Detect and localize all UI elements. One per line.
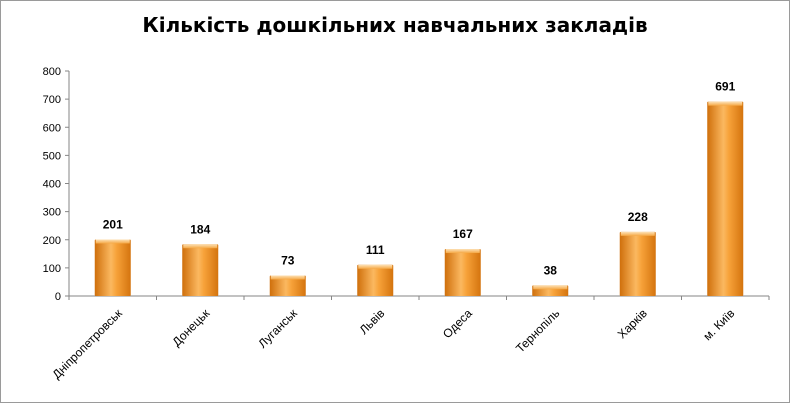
data-label: 228 [628,210,648,224]
bar-cap [620,231,655,236]
bar [707,101,744,296]
bar-cap [183,244,218,249]
y-tick-label: 200 [43,235,61,247]
bar-cap [708,101,743,106]
bar-cap [270,275,305,280]
x-category-label: Тернопіль [513,306,562,355]
bar [94,239,131,296]
data-label: 38 [544,263,558,277]
x-category-label: Дніпропетровськ [49,306,125,382]
y-tick-label: 0 [55,291,61,303]
chart-title: Кількість дошкільних навчальних закладів [142,13,648,37]
data-label: 691 [715,80,735,94]
x-category-label: Львів [357,306,388,337]
bar [269,275,306,296]
bar-cap [533,285,568,290]
bar [182,244,219,296]
bar [619,231,656,296]
bar-cap [95,239,130,244]
bar [444,249,481,296]
y-tick-label: 500 [43,150,61,162]
x-category-label: Одеса [440,306,475,341]
y-tick-label: 800 [43,66,61,78]
x-category-label: Донецьк [170,306,213,349]
x-category-label: м. Київ [700,306,737,343]
x-category-label: Луганськ [255,306,300,351]
bar-cap [445,249,480,254]
y-tick-label: 600 [43,122,61,134]
bar [357,264,394,296]
data-label: 73 [281,253,295,267]
data-label: 201 [103,217,123,231]
data-label: 111 [366,243,385,257]
y-tick-label: 700 [43,94,61,106]
y-tick-label: 400 [43,179,61,191]
y-tick-label: 300 [43,207,61,219]
bar-cap [358,264,393,269]
y-tick-label: 100 [43,263,61,275]
data-label: 184 [190,222,210,236]
data-label: 167 [453,227,473,241]
x-category-label: Харків [615,306,650,341]
